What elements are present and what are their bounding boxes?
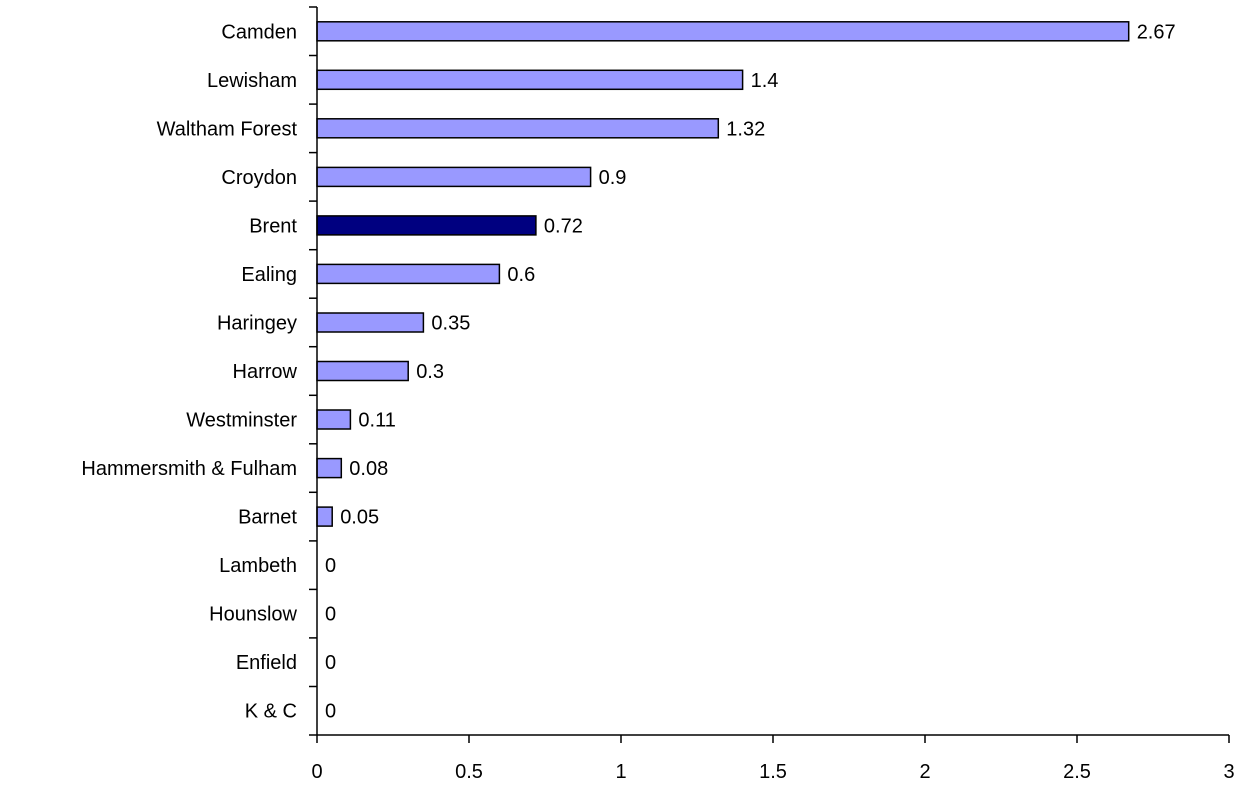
data-label: 0 xyxy=(325,701,336,723)
bar-lewisham xyxy=(316,69,744,91)
labels-layer: Camden 2.67 Lewisham 1.4 Waltham Forest 1.32 C… xyxy=(81,21,1234,783)
data-label: 0.6 xyxy=(507,264,535,286)
bar-barnet xyxy=(316,506,333,527)
category-label: K & C xyxy=(245,701,297,723)
bar-waltham-forest xyxy=(316,118,720,139)
x-tick-label: 1 xyxy=(615,761,626,783)
category-label: Harrow xyxy=(233,361,298,383)
bar-harrow xyxy=(316,360,409,382)
category-label: Brent xyxy=(249,215,297,237)
x-tick-label: 0.5 xyxy=(455,761,483,783)
data-label: 0.08 xyxy=(349,458,388,480)
bar-westminster xyxy=(316,409,352,430)
axis-layer xyxy=(309,6,1230,743)
data-label: 0.9 xyxy=(599,167,627,189)
category-label: Haringey xyxy=(217,313,297,335)
x-tick-label: 1.5 xyxy=(759,761,787,783)
category-label: Croydon xyxy=(221,167,297,189)
data-label: 0.72 xyxy=(544,215,583,237)
category-label: Hounslow xyxy=(209,604,297,626)
data-label: 1.32 xyxy=(726,118,765,140)
data-label: 2.67 xyxy=(1137,21,1176,43)
category-label: Waltham Forest xyxy=(157,118,298,140)
category-label: Ealing xyxy=(241,264,297,286)
category-label: Lambeth xyxy=(219,555,297,577)
category-label: Enfield xyxy=(236,652,297,674)
data-label: 0.3 xyxy=(416,361,444,383)
category-label: Barnet xyxy=(238,507,297,529)
bar-camden xyxy=(316,21,1130,42)
data-label: 0.35 xyxy=(431,313,470,335)
data-label: 0.05 xyxy=(340,507,379,529)
x-tick-label: 2.5 xyxy=(1063,761,1091,783)
data-label: 0 xyxy=(325,652,336,674)
x-tick-label: 3 xyxy=(1223,761,1234,783)
category-label: Westminster xyxy=(186,410,297,432)
data-label: 0 xyxy=(325,604,336,626)
category-label: Hammersmith & Fulham xyxy=(81,458,297,480)
x-tick-label: 0 xyxy=(311,761,322,783)
data-label: 0 xyxy=(325,555,336,577)
bars-layer xyxy=(316,21,1130,527)
bar-haringey xyxy=(316,312,425,333)
data-label: 1.4 xyxy=(751,70,779,92)
bar-ealing xyxy=(316,263,501,285)
bar-hammersmith-fulham xyxy=(316,457,343,479)
category-label: Camden xyxy=(221,21,297,43)
category-label: Lewisham xyxy=(207,70,297,92)
data-label: 0.11 xyxy=(358,410,395,432)
bar-brent xyxy=(316,215,537,236)
x-tick-label: 2 xyxy=(919,761,930,783)
bar-croydon xyxy=(316,166,592,188)
